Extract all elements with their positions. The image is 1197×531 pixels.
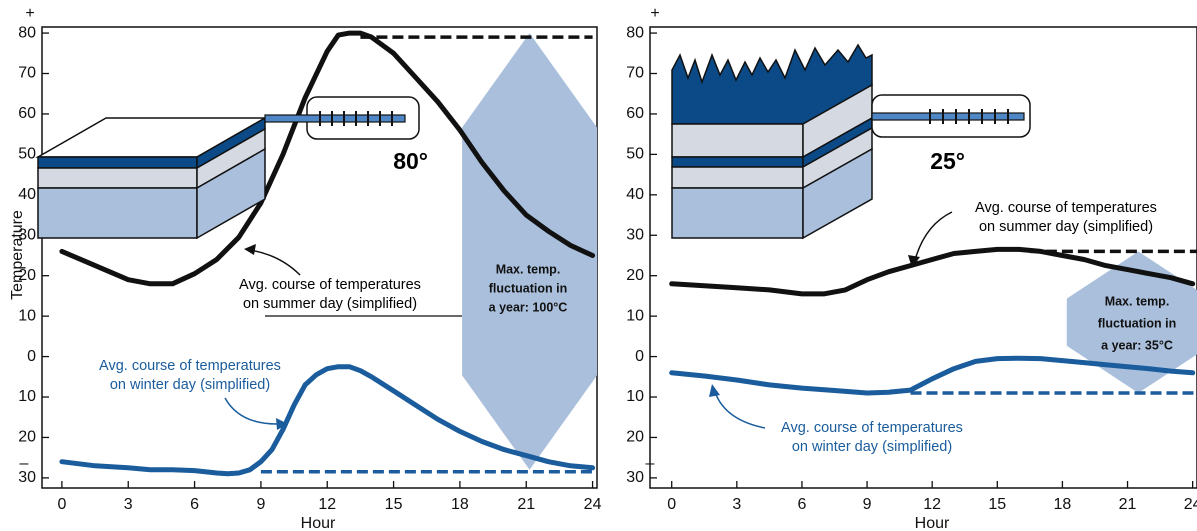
y-tick-label: 60 xyxy=(18,105,36,122)
x-tick-label: 6 xyxy=(190,496,199,513)
x-tick-label: 0 xyxy=(667,496,676,513)
sign-plus: + xyxy=(25,5,34,22)
annotation: on summer day (simplified) xyxy=(979,219,1153,235)
x-tick-label: 9 xyxy=(863,496,872,513)
x-tick-label: 15 xyxy=(988,496,1006,513)
y-tick-label: 10 xyxy=(18,388,36,405)
x-axis-label: Hour xyxy=(301,515,336,531)
x-tick-label: 6 xyxy=(797,496,806,513)
sign-minus: – xyxy=(20,455,29,472)
page: {"chart_data":[ {"type":"line","y_label"… xyxy=(0,0,1197,531)
y-tick-label: 10 xyxy=(626,388,644,405)
thermometer-right xyxy=(872,95,1030,137)
annotation: Avg. course of temperatures xyxy=(239,277,421,293)
sign-minus: – xyxy=(646,455,655,472)
y-tick-label: 80 xyxy=(18,24,36,41)
fluctuation-label: a year: 100°C xyxy=(489,300,568,314)
x-tick-label: 24 xyxy=(1184,496,1197,513)
annotation: on winter day (simplified) xyxy=(110,377,270,393)
y-tick-label: 80 xyxy=(626,24,644,41)
y-tick-label: 0 xyxy=(27,348,36,365)
annotation: Avg. course of temperatures xyxy=(99,358,281,374)
y-tick-label: 40 xyxy=(18,186,36,203)
y-tick-label: 30 xyxy=(626,226,644,243)
x-tick-label: 24 xyxy=(584,496,602,513)
sign-plus: + xyxy=(650,5,659,22)
x-axis-label: Hour xyxy=(915,515,950,531)
x-tick-label: 12 xyxy=(318,496,336,513)
y-tick-label: 20 xyxy=(626,267,644,284)
x-tick-label: 18 xyxy=(1054,496,1072,513)
y-tick-label: 70 xyxy=(18,65,36,82)
annotation: on winter day (simplified) xyxy=(792,439,952,455)
x-tick-label: 3 xyxy=(124,496,133,513)
y-axis-label: Temperature xyxy=(9,210,26,300)
y-tick-label: 0 xyxy=(635,348,644,365)
x-tick-label: 0 xyxy=(57,496,66,513)
y-tick-label: 70 xyxy=(626,65,644,82)
x-tick-label: 9 xyxy=(256,496,265,513)
annotation: Avg. course of temperatures xyxy=(975,200,1157,216)
annotation: on summer day (simplified) xyxy=(243,296,417,312)
y-tick-label: 10 xyxy=(626,307,644,324)
y-tick-label: 20 xyxy=(18,429,36,446)
y-tick-label: 30 xyxy=(626,469,644,486)
y-tick-label: 10 xyxy=(18,307,36,324)
x-tick-label: 15 xyxy=(385,496,403,513)
y-tick-label: 50 xyxy=(18,146,36,163)
x-tick-label: 18 xyxy=(451,496,469,513)
fluctuation-label: Max. temp. xyxy=(496,262,561,276)
y-tick-label: 40 xyxy=(626,186,644,203)
annotation: Avg. course of temperatures xyxy=(781,420,963,436)
fluctuation-label: fluctuation in xyxy=(1098,316,1176,330)
fluctuation-label: fluctuation in xyxy=(489,281,567,295)
fluctuation-label: Max. temp. xyxy=(1105,294,1170,308)
x-tick-label: 21 xyxy=(517,496,535,513)
figure: 8070605040302010010203003691215182124 80… xyxy=(0,0,1197,531)
x-tick-label: 21 xyxy=(1119,496,1137,513)
y-tick-label: 50 xyxy=(626,146,644,163)
thermometer-label: 80° xyxy=(393,148,428,174)
x-tick-label: 3 xyxy=(732,496,741,513)
x-tick-label: 12 xyxy=(923,496,941,513)
fluctuation-label: a year: 35°C xyxy=(1101,338,1173,352)
thermometer-label: 25° xyxy=(930,148,965,174)
y-tick-label: 60 xyxy=(626,105,644,122)
y-tick-label: 20 xyxy=(626,429,644,446)
